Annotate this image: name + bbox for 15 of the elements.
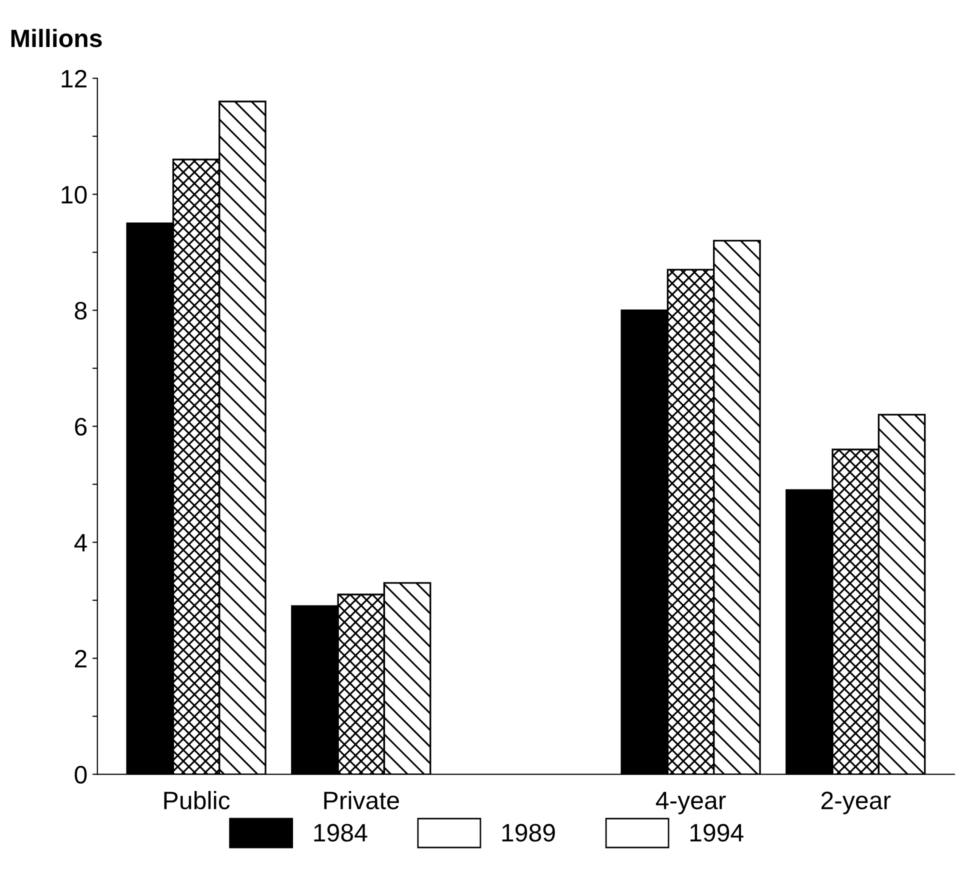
y-tick-label: 4 (74, 534, 87, 552)
legend-label: 1994 (690, 824, 744, 842)
x-tick-label: 2-year (821, 792, 891, 814)
y-tick-label: 6 (75, 418, 87, 436)
x-tick-label: 4-year (656, 792, 726, 814)
x-tick-label: Public (164, 790, 230, 810)
y-tick-label: 8 (74, 302, 87, 320)
y-tick-label: 0 (74, 766, 87, 784)
legend-label: 1984 (314, 824, 368, 842)
y-tick-label: 12 (62, 70, 86, 88)
x-tick-label: Private (324, 790, 399, 810)
y-axis-title: Millions (11, 28, 102, 48)
y-tick-label: 2 (75, 650, 86, 668)
legend-label: 1989 (502, 824, 555, 842)
y-tick-label: 10 (62, 186, 87, 204)
